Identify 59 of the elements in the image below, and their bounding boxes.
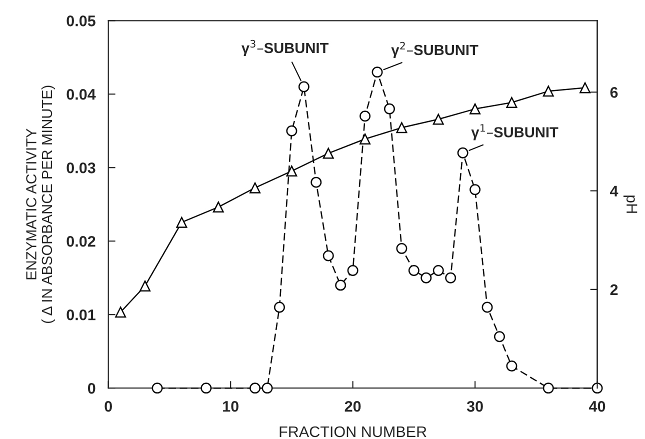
x-tick-label: 30 bbox=[466, 400, 483, 412]
y-tick-label: 0.04 bbox=[66, 88, 96, 100]
y2-tick-label: 2 bbox=[610, 284, 618, 295]
point bbox=[298, 81, 310, 92]
point bbox=[176, 216, 188, 228]
point bbox=[152, 382, 163, 394]
point bbox=[396, 122, 408, 134]
point bbox=[360, 110, 371, 122]
point bbox=[360, 134, 371, 144]
x-tick-label: 20 bbox=[344, 400, 361, 412]
point bbox=[250, 182, 261, 194]
point bbox=[482, 302, 493, 313]
point bbox=[140, 280, 151, 292]
y2-axis-title: pH bbox=[623, 196, 638, 213]
point bbox=[494, 331, 505, 342]
point bbox=[506, 360, 518, 372]
point bbox=[408, 265, 420, 276]
y-tick-label: 0.01 bbox=[66, 309, 96, 320]
y2-tick-label: 4 bbox=[610, 186, 618, 196]
point bbox=[542, 86, 554, 97]
y2-tick-label: 6 bbox=[610, 87, 618, 98]
point bbox=[286, 125, 298, 136]
x-tick-label: 0 bbox=[104, 400, 112, 412]
point bbox=[542, 382, 554, 394]
y-axis-title: ENZYMATIC ACTIVITY ( Δ IN ABSORBANCE PER MINUTE) bbox=[26, 86, 56, 323]
y-tick-label: 0.03 bbox=[66, 162, 96, 174]
point bbox=[310, 176, 322, 188]
point bbox=[457, 147, 468, 158]
point bbox=[322, 250, 334, 262]
x-tick-label: 40 bbox=[589, 400, 606, 412]
y-tick-label: 0.02 bbox=[66, 236, 96, 247]
point bbox=[274, 302, 285, 313]
point bbox=[396, 242, 408, 254]
annotation: γ$^{3}$–SUBUNIT bbox=[241, 40, 329, 56]
point bbox=[262, 382, 273, 394]
point bbox=[200, 382, 212, 394]
annotation: γ$^{2}$–SUBUNIT bbox=[391, 42, 478, 58]
point bbox=[432, 265, 444, 276]
annotation: γ$^{1}$–SUBUNIT bbox=[471, 124, 558, 140]
y-tick-label: 0.05 bbox=[66, 16, 96, 26]
x-axis-title: FRACTION NUMBER bbox=[280, 426, 426, 438]
point bbox=[322, 148, 334, 159]
point bbox=[445, 272, 456, 284]
point bbox=[432, 114, 444, 125]
point bbox=[212, 202, 224, 213]
x-tick-label: 10 bbox=[223, 400, 238, 412]
point bbox=[580, 82, 591, 94]
point bbox=[470, 184, 481, 196]
point bbox=[384, 103, 395, 114]
point bbox=[250, 382, 261, 394]
point bbox=[347, 265, 358, 276]
point bbox=[506, 97, 518, 108]
point bbox=[115, 306, 126, 318]
point bbox=[420, 272, 432, 284]
y-tick-label: 0 bbox=[88, 382, 96, 394]
point bbox=[286, 166, 298, 177]
point bbox=[470, 103, 481, 114]
point bbox=[335, 280, 346, 291]
point bbox=[372, 66, 383, 78]
